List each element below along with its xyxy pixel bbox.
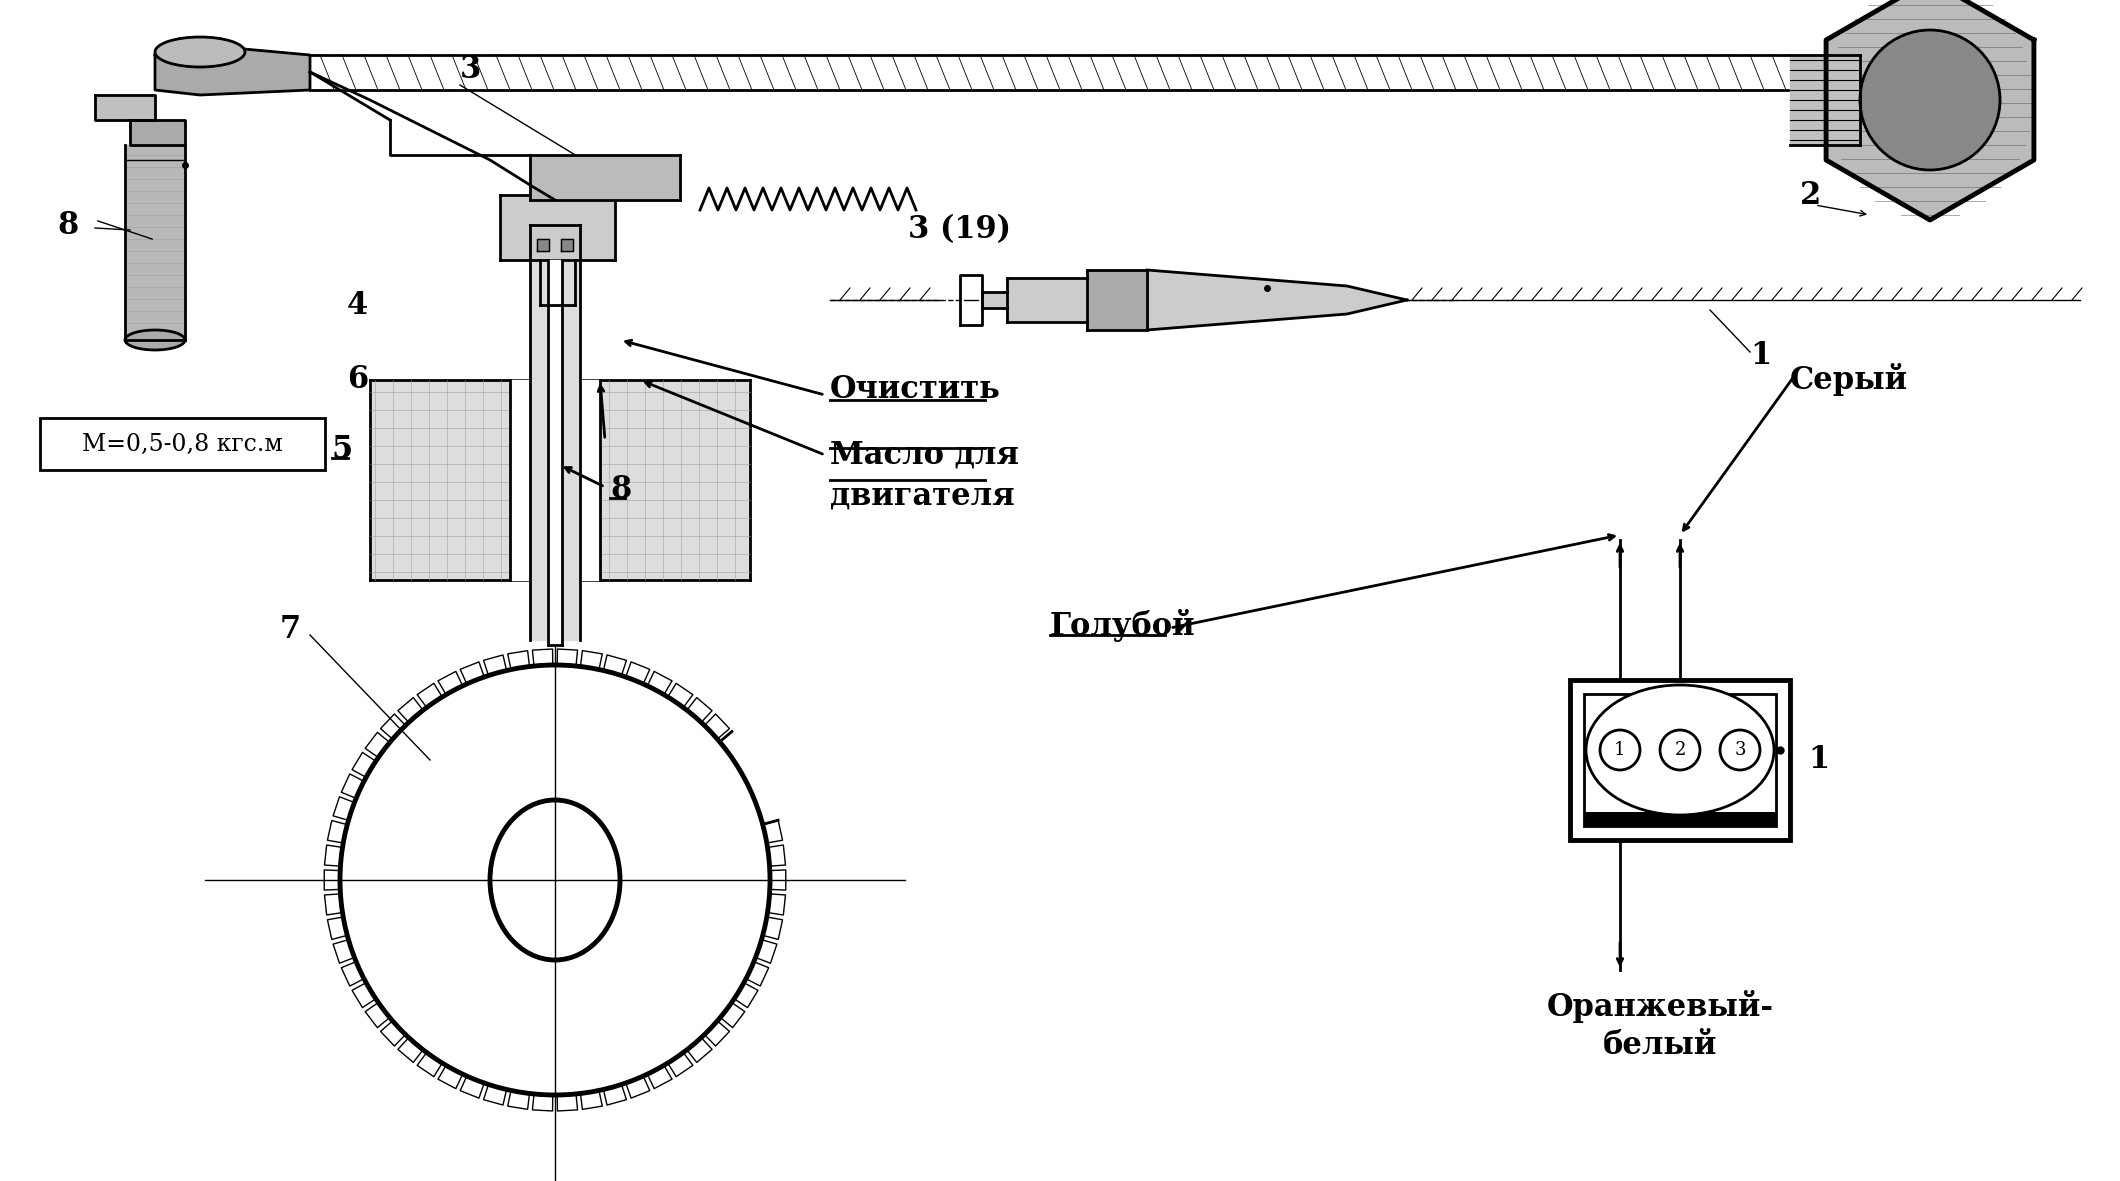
Polygon shape [530, 226, 581, 640]
Text: 1: 1 [1613, 740, 1626, 759]
Polygon shape [1007, 278, 1088, 322]
Ellipse shape [125, 329, 184, 350]
Text: 3 (19): 3 (19) [909, 215, 1011, 246]
Text: Голубой: Голубой [1049, 608, 1196, 641]
Text: 6: 6 [348, 365, 369, 396]
Circle shape [1719, 730, 1760, 770]
Polygon shape [1825, 0, 2033, 220]
Polygon shape [95, 94, 155, 120]
Circle shape [1601, 730, 1641, 770]
Polygon shape [155, 45, 310, 94]
Text: Серый: Серый [1789, 364, 1908, 397]
Polygon shape [982, 292, 1007, 308]
Bar [536, 239, 549, 252]
Text: 7: 7 [280, 614, 301, 646]
Ellipse shape [155, 37, 246, 67]
Bar [562, 239, 572, 252]
Text: 3: 3 [460, 54, 481, 85]
Polygon shape [1789, 56, 1859, 145]
Text: 2: 2 [1675, 740, 1685, 759]
Text: M=0,5-0,8 кгс.м: M=0,5-0,8 кгс.м [81, 432, 282, 456]
Bar [1571, 680, 1789, 840]
Polygon shape [530, 155, 681, 200]
Bar [40, 418, 324, 470]
Polygon shape [1088, 270, 1147, 329]
Bar [1584, 813, 1777, 826]
Text: 5: 5 [333, 435, 354, 465]
Polygon shape [960, 275, 982, 325]
Polygon shape [547, 260, 562, 645]
Polygon shape [500, 195, 615, 260]
Polygon shape [129, 120, 184, 145]
Polygon shape [125, 145, 184, 340]
Text: Оранжевый-
белый: Оранжевый- белый [1545, 990, 1774, 1062]
Text: 2: 2 [1800, 180, 1821, 210]
Circle shape [1660, 730, 1700, 770]
Ellipse shape [1586, 685, 1774, 815]
Text: Очистить: Очистить [831, 374, 1001, 405]
Text: 3: 3 [1734, 740, 1745, 759]
Polygon shape [511, 380, 600, 580]
Circle shape [1859, 30, 1999, 170]
Bar [1584, 694, 1777, 826]
Text: 8: 8 [57, 209, 78, 241]
Text: 8: 8 [611, 475, 632, 505]
Text: Масло для
двигателя: Масло для двигателя [831, 441, 1020, 511]
Polygon shape [1147, 270, 1408, 329]
Text: 1: 1 [1749, 339, 1770, 371]
Text: 4: 4 [348, 289, 369, 320]
Text: 1: 1 [1808, 744, 1830, 776]
Polygon shape [371, 380, 750, 580]
